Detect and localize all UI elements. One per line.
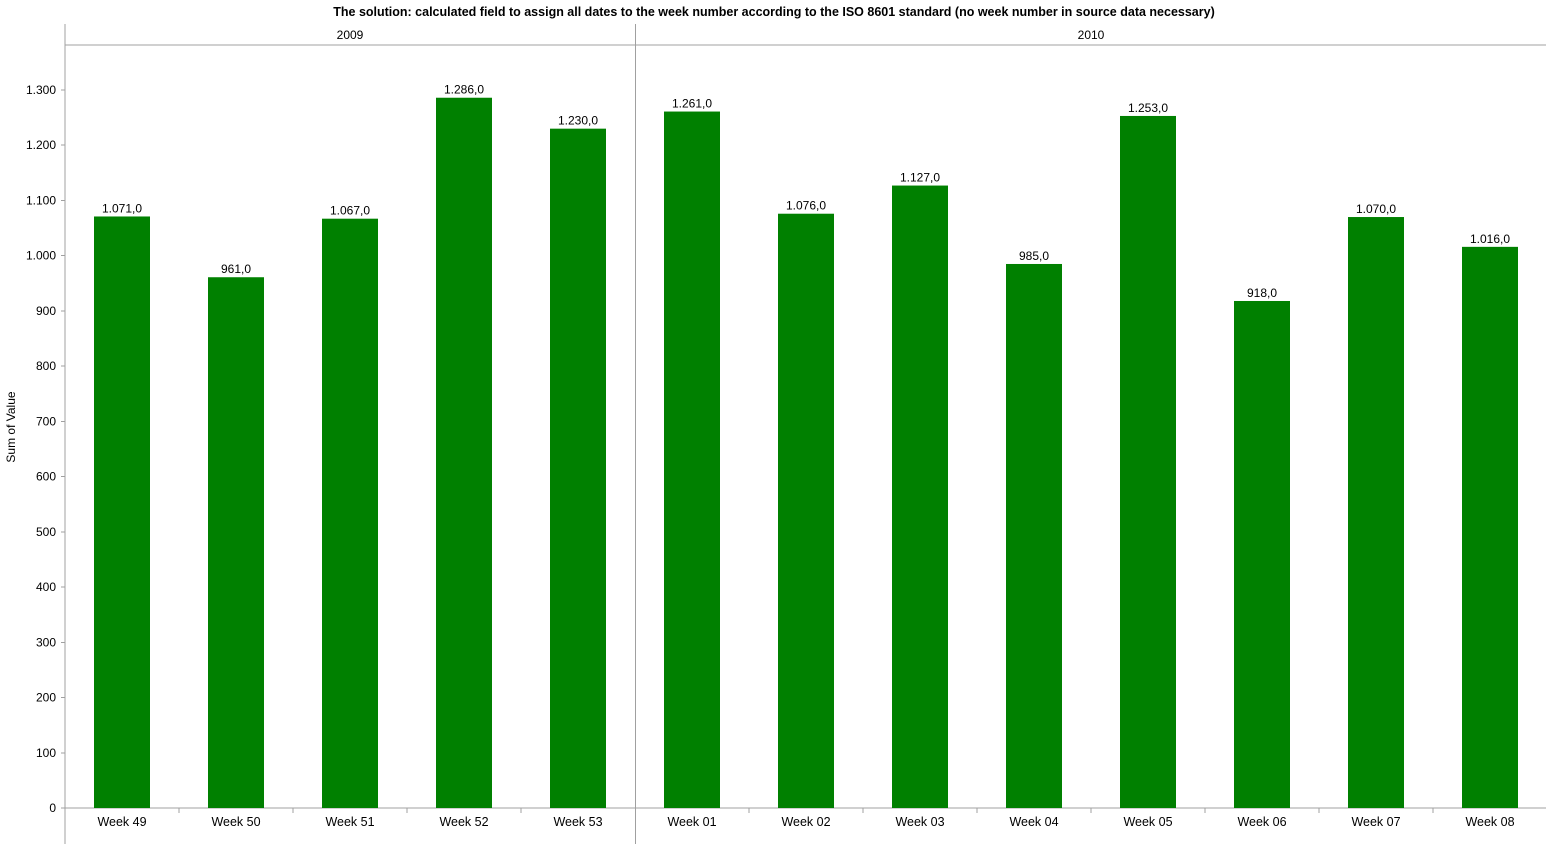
x-tick-label: Week 52 (439, 815, 488, 829)
x-tick-label: Week 51 (325, 815, 374, 829)
y-tick-label: 600 (36, 470, 56, 484)
data-label: 1.253,0 (1128, 101, 1168, 115)
y-tick-label: 100 (36, 746, 56, 760)
bar (1234, 300, 1290, 808)
year-header-label: 2009 (337, 28, 364, 42)
data-label: 1.261,0 (672, 97, 712, 111)
x-tick-label: Week 01 (667, 815, 716, 829)
y-tick-label: 900 (36, 304, 56, 318)
x-tick-label: Week 03 (895, 815, 944, 829)
data-label: 918,0 (1247, 286, 1277, 300)
x-axis: Week 49 Week 50 Week 51 Week 52 Week 53 Week … (97, 808, 1515, 829)
bar (1006, 263, 1062, 808)
x-tick-label: Week 53 (553, 815, 602, 829)
data-label: 1.286,0 (444, 83, 484, 97)
y-tick-label: 1.100 (26, 193, 56, 207)
y-tick-label: 700 (36, 414, 56, 428)
bar (892, 185, 948, 809)
y-tick-label: 0 (49, 801, 56, 815)
data-label: 1.076,0 (786, 199, 826, 213)
x-tick-label: Week 05 (1123, 815, 1172, 829)
data-label: 1.230,0 (558, 114, 598, 128)
bar (1120, 115, 1176, 809)
y-tick-label: 500 (36, 525, 56, 539)
data-label: 985,0 (1019, 249, 1049, 263)
y-tick-label: 1.200 (26, 138, 56, 152)
x-tick-label: Week 06 (1237, 815, 1286, 829)
y-tick-label: 400 (36, 580, 56, 594)
data-label: 1.070,0 (1356, 202, 1396, 216)
bar (778, 213, 834, 808)
x-tick-label: Week 07 (1351, 815, 1400, 829)
y-tick-label: 200 (36, 691, 56, 705)
y-tick-label: 1.300 (26, 83, 56, 97)
x-tick-label: Week 50 (211, 815, 260, 829)
bar (436, 97, 492, 809)
bar (322, 218, 378, 809)
x-tick-label: Week 49 (97, 815, 146, 829)
bar (94, 216, 150, 808)
bar (1348, 217, 1404, 808)
x-tick-label: Week 04 (1009, 815, 1058, 829)
data-label: 961,0 (221, 262, 251, 276)
x-tick-label: Week 02 (781, 815, 830, 829)
bar (1462, 246, 1518, 809)
bars: 1.071,0 961,0 1.067,0 1.286,0 1.230,0 1.261,0… (94, 83, 1518, 809)
y-tick-label: 300 (36, 635, 56, 649)
y-axis: 0 100 200 300 400 500 600 700 800 900 1.000 1.100 1.… (26, 83, 65, 815)
data-label: 1.067,0 (330, 204, 370, 218)
y-axis-title: Sum of Value (4, 391, 18, 462)
year-header-label: 2010 (1078, 28, 1105, 42)
data-label: 1.127,0 (900, 171, 940, 185)
data-label: 1.016,0 (1470, 232, 1510, 246)
y-tick-label: 800 (36, 359, 56, 373)
x-tick-label: Week 08 (1465, 815, 1514, 829)
bar (664, 111, 720, 809)
bar (208, 277, 264, 808)
y-tick-label: 1.000 (26, 249, 56, 263)
data-label: 1.071,0 (102, 201, 142, 215)
chart-title: The solution: calculated field to assign… (333, 5, 1214, 19)
bar (550, 128, 606, 808)
